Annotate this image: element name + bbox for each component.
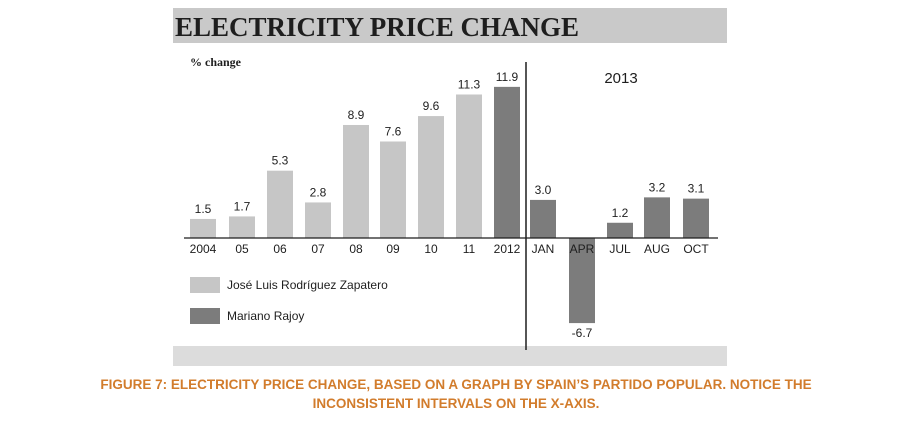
- category-label: JAN: [532, 242, 555, 256]
- category-label: 05: [235, 242, 249, 256]
- value-label: 11.9: [496, 70, 519, 84]
- figure-caption: FIGURE 7: ELECTRICITY PRICE CHANGE, BASE…: [0, 375, 912, 413]
- bar-apr: [569, 238, 595, 324]
- legend: José Luis Rodríguez Zapatero Mariano Rajo…: [190, 277, 388, 324]
- bar-06: [267, 170, 293, 238]
- category-label: 06: [273, 242, 287, 256]
- value-label: 5.3: [272, 154, 289, 168]
- value-label: 1.5: [195, 202, 212, 216]
- bar-2012: [494, 86, 520, 239]
- title-band: [173, 8, 727, 43]
- bar-11: [456, 94, 482, 239]
- category-label: 2012: [494, 242, 521, 256]
- value-label: 2.8: [310, 185, 327, 199]
- value-label: 3.2: [649, 180, 666, 194]
- category-label: APR: [570, 242, 595, 256]
- bar-chart: ELECTRICITY PRICE CHANGE % change 2013 1…: [173, 8, 727, 366]
- value-label: 11.3: [458, 77, 481, 91]
- bar-jan: [530, 199, 556, 238]
- value-label: 9.6: [423, 99, 440, 113]
- category-label: 11: [463, 242, 476, 256]
- category-label: 07: [311, 242, 325, 256]
- value-label: 8.9: [348, 108, 365, 122]
- bar-jul: [607, 222, 633, 238]
- year-label: 2013: [604, 70, 637, 87]
- bar-07: [305, 202, 331, 238]
- value-label: 3.0: [535, 183, 552, 197]
- category-label: 10: [424, 242, 438, 256]
- value-label: 7.6: [385, 124, 402, 138]
- bar-05: [229, 216, 255, 238]
- category-label: 2004: [190, 242, 217, 256]
- bar-10: [418, 116, 444, 238]
- value-label: -6.7: [572, 326, 593, 340]
- caption-line-2: INCONSISTENT INTERVALS ON THE X-AXIS.: [312, 396, 600, 411]
- category-label: 08: [349, 242, 363, 256]
- bar-aug: [644, 197, 670, 238]
- value-label: 1.7: [234, 199, 251, 213]
- category-label: AUG: [644, 242, 670, 256]
- value-label: 3.1: [688, 182, 705, 196]
- y-axis-label: % change: [190, 55, 242, 69]
- bars: 1.5 2004 1.7 05 5.3 06 2.8 07 8.9 08 7.6 09 9.6 10 11.…: [190, 70, 710, 340]
- plot-area: [173, 43, 727, 346]
- category-label: OCT: [683, 242, 709, 256]
- bar-08: [343, 124, 369, 238]
- bar-oct: [683, 198, 709, 238]
- value-label: 1.2: [612, 206, 629, 220]
- bar-2004: [190, 218, 216, 238]
- legend-swatch-rajoy: [190, 308, 220, 324]
- category-label: 09: [386, 242, 400, 256]
- legend-label-rajoy: Mariano Rajoy: [227, 309, 304, 323]
- bar-09: [380, 141, 406, 238]
- legend-label-zapatero: José Luis Rodríguez Zapatero: [227, 278, 388, 292]
- caption-line-1: FIGURE 7: ELECTRICITY PRICE CHANGE, BASE…: [100, 377, 812, 392]
- chart-title: ELECTRICITY PRICE CHANGE: [175, 12, 579, 42]
- bottom-band: [173, 346, 727, 366]
- legend-swatch-zapatero: [190, 277, 220, 293]
- category-label: JUL: [609, 242, 631, 256]
